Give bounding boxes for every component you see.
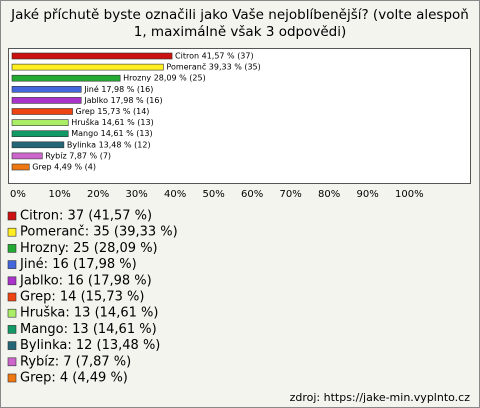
x-tick-label: 50% xyxy=(203,189,225,200)
bar xyxy=(11,108,73,115)
legend-swatch xyxy=(7,276,17,286)
legend-swatch xyxy=(7,325,17,334)
bar-label: Hrozny 28,09 % (25) xyxy=(123,74,206,83)
bar xyxy=(11,52,173,60)
bar-label: Mango 14,61 % (13) xyxy=(71,129,152,138)
legend-label: Rybíz: 7 (7,87 %) xyxy=(20,354,131,369)
legend-swatch xyxy=(7,227,17,237)
legend-label: Bylinka: 12 (13,48 %) xyxy=(20,338,160,353)
bar-label: Citron 41,57 % (37) xyxy=(175,52,254,61)
x-tick-label: 40% xyxy=(164,189,186,200)
legend-swatch xyxy=(7,341,17,350)
plot-area xyxy=(8,48,471,184)
bar xyxy=(11,163,30,171)
x-tick-label: 20% xyxy=(87,189,109,200)
x-tick-label: 100% xyxy=(395,189,424,200)
legend-swatch xyxy=(7,260,17,269)
x-tick-label: 70% xyxy=(280,189,302,200)
bar-label: Hruška 14,61 % (13) xyxy=(71,117,154,127)
bar xyxy=(11,130,69,137)
legend-label: Grep: 4 (4,49 %) xyxy=(20,371,128,386)
legend-label: Jablko: 16 (17,98 %) xyxy=(19,273,152,288)
bar-label: Grep 4,49 % (4) xyxy=(32,163,96,172)
bar xyxy=(11,119,69,126)
legend-label: Mango: 13 (14,61 %) xyxy=(20,322,157,337)
legend-label: Citron: 37 (41,57 %) xyxy=(20,209,152,224)
legend-swatch xyxy=(7,211,17,221)
x-tick-label: 0% xyxy=(10,189,26,200)
legend-label: Pomeranč: 35 (39,33 %) xyxy=(20,225,178,240)
x-tick-label: 90% xyxy=(357,189,379,200)
bar xyxy=(11,86,82,93)
bar xyxy=(11,141,65,149)
legend-label: Grep: 14 (15,73 %) xyxy=(20,290,144,305)
chart-title: 1, maximálně však 3 odpovědi) xyxy=(134,24,347,40)
legend-swatch xyxy=(7,308,17,318)
legend-swatch xyxy=(7,373,17,383)
x-tick-label: 10% xyxy=(49,189,71,200)
chart-title: Jaké příchutě byste označili jako Vaše n… xyxy=(10,7,469,23)
bar-label: Rybíz 7,87 % (7) xyxy=(45,151,111,160)
bar-label: Pomeranč 39,33 % (35) xyxy=(166,62,260,72)
bar-label: Jablko 17,98 % (16) xyxy=(83,96,162,105)
x-tick-label: 30% xyxy=(126,189,148,200)
legend-swatch xyxy=(7,357,17,367)
legend-swatch xyxy=(7,244,17,253)
bar-label: Jiné 17,98 % (16) xyxy=(83,84,153,94)
legend-label: Hrozny: 25 (28,09 %) xyxy=(20,241,158,256)
bar-label: Bylinka 13,48 % (12) xyxy=(67,140,151,149)
bar xyxy=(11,152,43,160)
bar xyxy=(11,74,121,82)
source: zdroj: https://jake-min.vyplnto.cz xyxy=(290,391,471,404)
x-tick-label: 80% xyxy=(318,189,340,200)
bar xyxy=(11,63,164,71)
bar-label: Grep 15,73 % (14) xyxy=(76,107,150,116)
x-tick-label: 60% xyxy=(241,189,263,200)
bar xyxy=(11,97,82,104)
legend-label: Hruška: 13 (14,61 %) xyxy=(20,306,158,321)
legend-swatch xyxy=(7,292,17,302)
legend-label: Jiné: 16 (17,98 %) xyxy=(19,257,137,272)
